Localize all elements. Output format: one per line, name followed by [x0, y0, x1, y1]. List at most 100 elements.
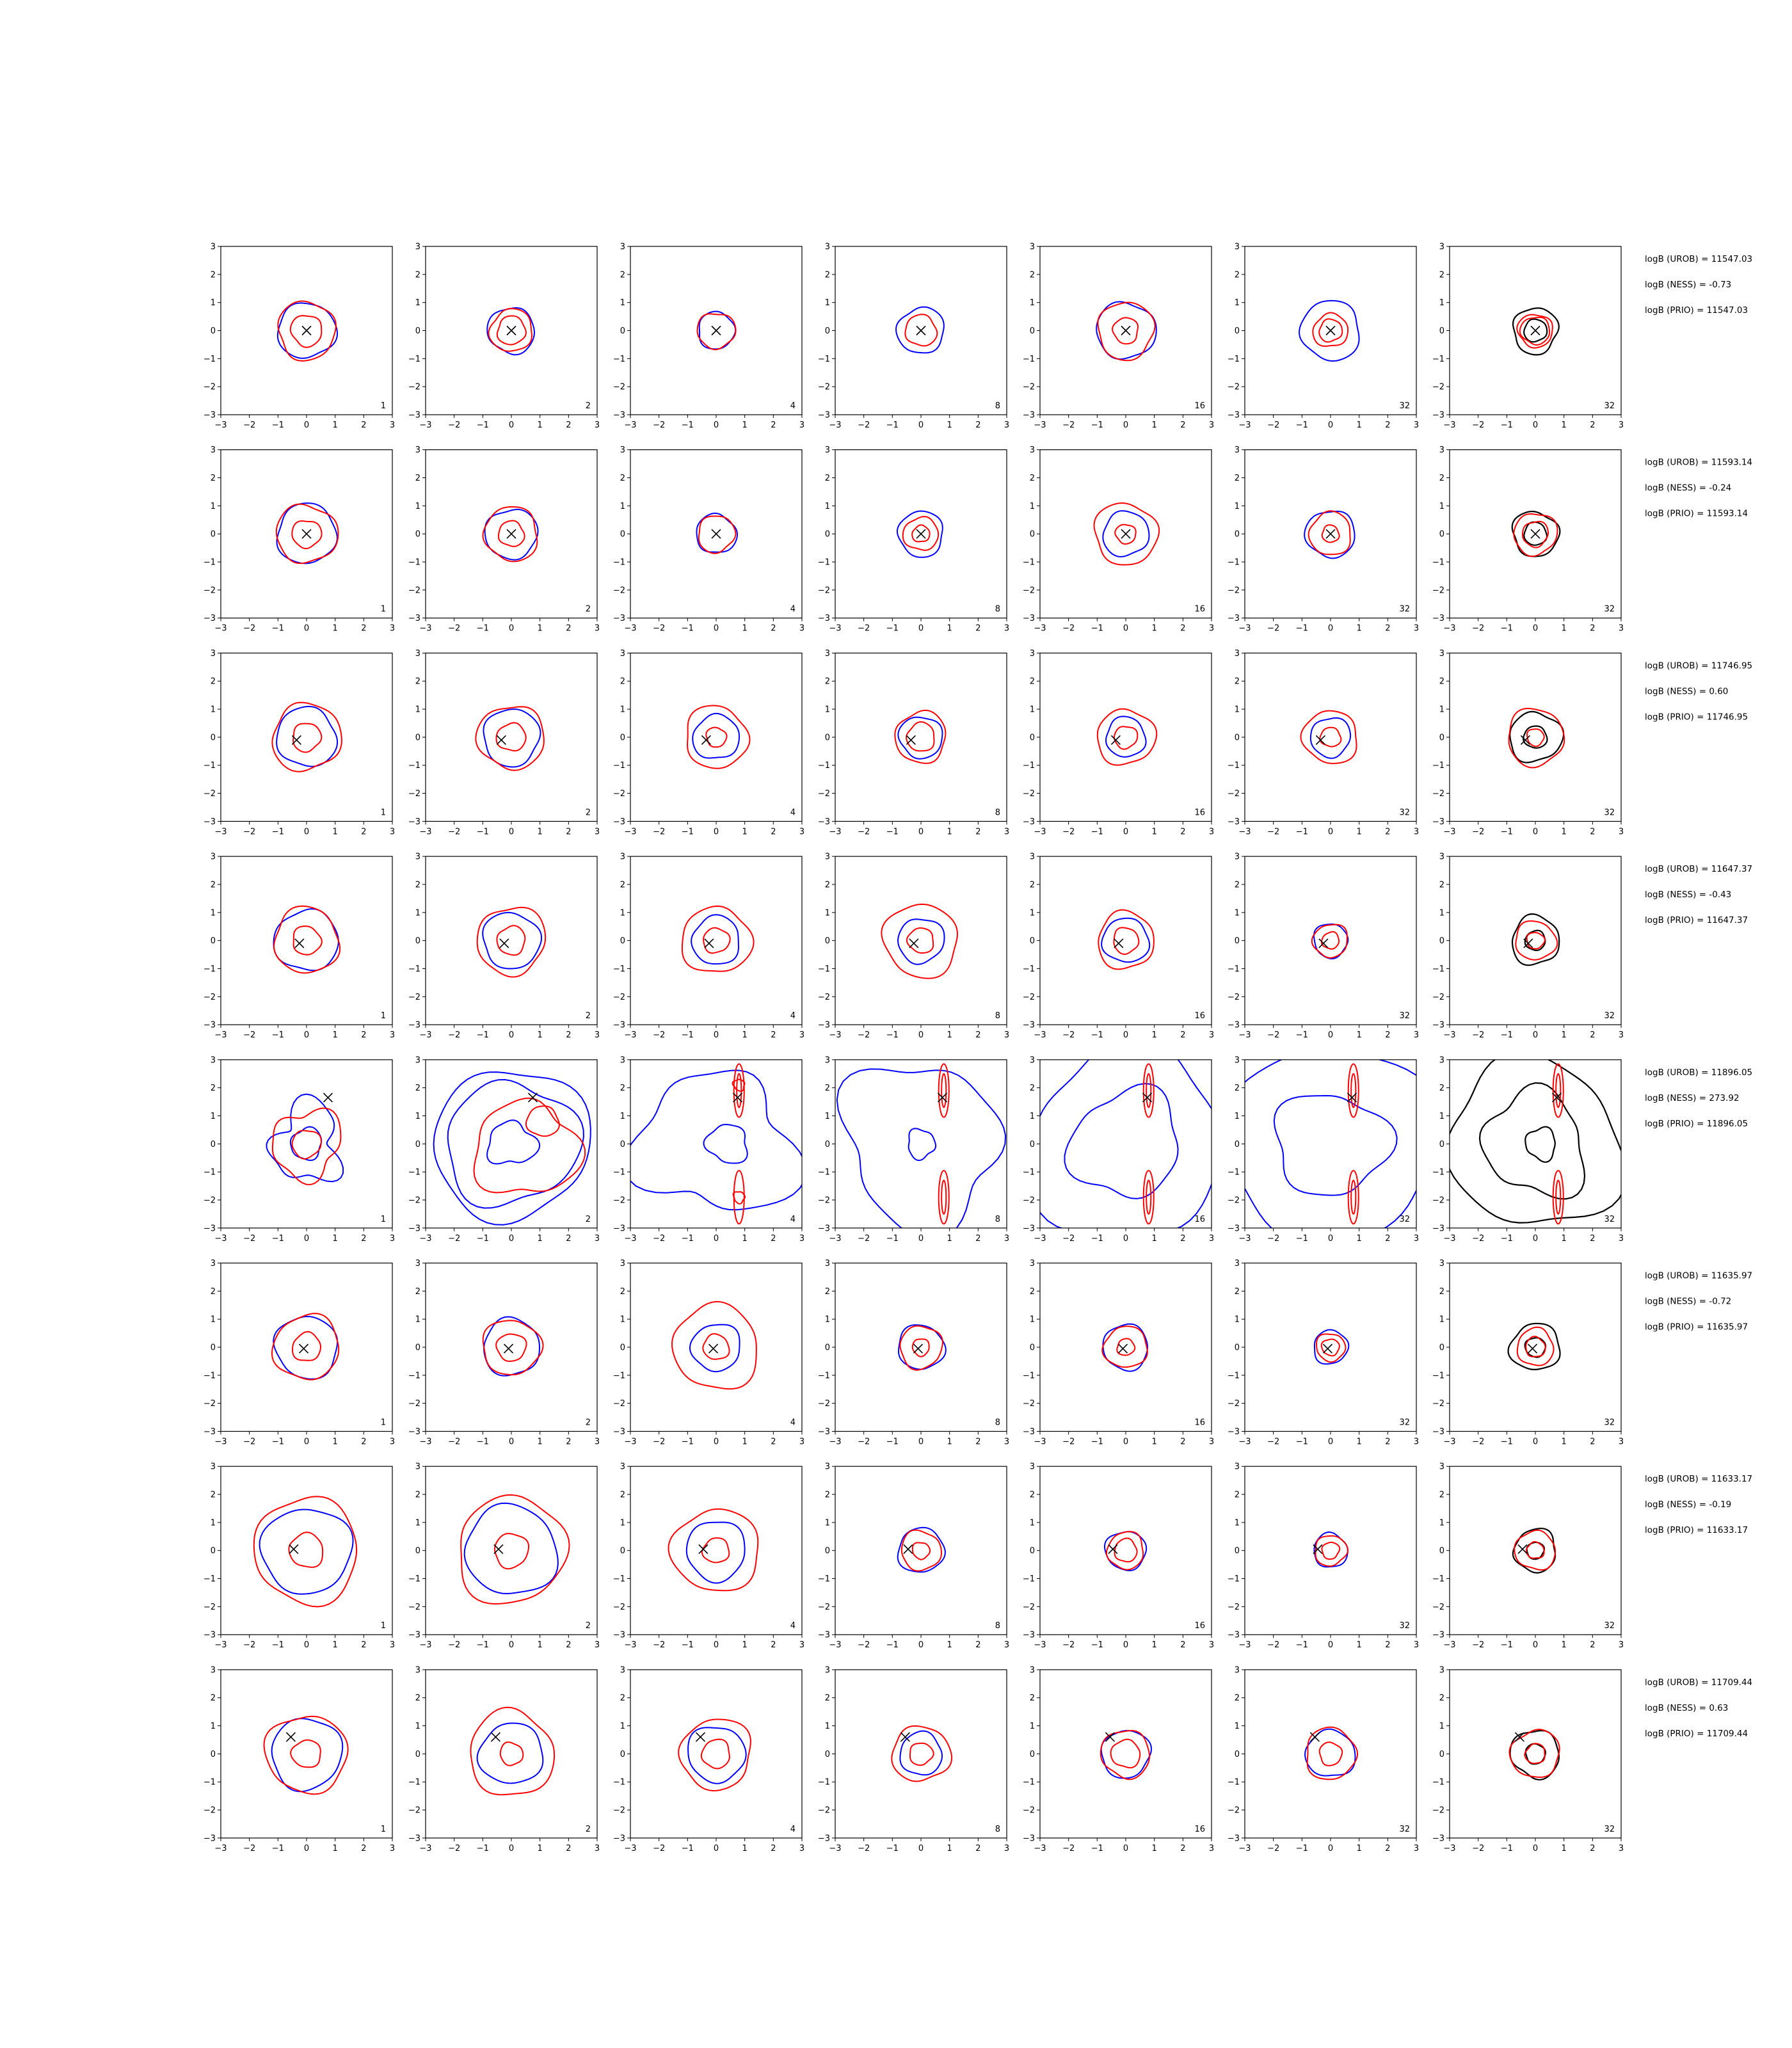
blue-contour [691, 914, 740, 965]
x-tick-label: −3 [829, 420, 841, 430]
x-tick-label: 3 [595, 1437, 600, 1447]
panel-index: 2 [586, 1011, 591, 1021]
x-tick-label: 0 [714, 420, 719, 430]
y-tick-label: 0 [1030, 1140, 1035, 1149]
x-tick-label: −2 [1062, 1030, 1075, 1040]
y-tick-label: −1 [1228, 558, 1240, 568]
y-tick-label: 1 [1030, 1112, 1035, 1121]
x-tick-label: 2 [1590, 420, 1595, 430]
x-tick-label: 1 [742, 1437, 748, 1447]
x-tick-label: 2 [361, 420, 366, 430]
blue-contour [1313, 1329, 1350, 1365]
y-tick-label: −1 [613, 1778, 625, 1788]
x-tick-label: −1 [1091, 827, 1103, 836]
panel-index: 32 [1604, 1621, 1615, 1631]
y-tick-label: 2 [415, 1491, 420, 1500]
x-tick-label: 1 [1152, 1030, 1157, 1040]
axes-frame [1244, 1059, 1417, 1229]
y-tick-label: −1 [408, 1778, 420, 1788]
x-tick-label: −2 [1267, 1030, 1279, 1040]
y-tick-label: −1 [1023, 1371, 1035, 1380]
x-tick-label: 3 [390, 1030, 395, 1040]
x-tick-label: 2 [566, 1437, 571, 1447]
x-tick-label: 3 [595, 1640, 600, 1650]
y-tick-label: 1 [825, 1112, 830, 1121]
x-tick-label: 3 [390, 1844, 395, 1853]
y-tick-label: −1 [1023, 355, 1035, 364]
x-tick-label: 0 [509, 420, 514, 430]
x-tick-label: 1 [742, 420, 748, 430]
y-tick-label: 0 [620, 1140, 625, 1149]
x-tick-label: 0 [1533, 1640, 1538, 1650]
blue-contour [1101, 917, 1151, 963]
y-tick-label: −1 [204, 1371, 216, 1380]
y-tick-label: −3 [1023, 614, 1035, 623]
red-ellipse [1146, 1180, 1152, 1215]
x-tick-label: −2 [858, 624, 870, 634]
y-tick-label: 0 [415, 326, 420, 336]
y-tick-label: 2 [825, 1084, 830, 1093]
x-tick-label: 1 [947, 624, 952, 634]
y-tick-label: −3 [408, 1224, 420, 1233]
y-tick-label: −3 [1228, 1631, 1240, 1640]
red-contour [687, 705, 751, 769]
x-tick-label: −3 [1443, 1437, 1455, 1447]
x-tick-label: 2 [1590, 1437, 1595, 1447]
red-contour [1113, 726, 1139, 750]
contour-layer [1512, 307, 1560, 356]
y-tick-label: 2 [1030, 1084, 1035, 1093]
y-tick-label: 2 [1235, 270, 1240, 280]
x-tick-label: −3 [214, 1640, 227, 1650]
y-tick-label: −3 [1432, 1427, 1444, 1437]
black-contour [1478, 1082, 1586, 1200]
x-tick-label: −3 [1034, 1437, 1046, 1447]
y-tick-label: 1 [1439, 1722, 1444, 1731]
panel-index: 8 [995, 1621, 1000, 1631]
y-tick-label: 3 [415, 1259, 420, 1268]
y-tick-label: −3 [818, 1224, 830, 1233]
y-tick-label: 3 [825, 445, 830, 455]
x-tick-label: −1 [1296, 624, 1308, 634]
panel-r5-c4: −3−3 −2 −2 −1 −1 0 0 1 1 2 2 3 3 8 [818, 1055, 1009, 1244]
x-tick-label: −3 [419, 624, 431, 634]
y-tick-label: −2 [204, 789, 216, 799]
y-tick-label: −1 [1432, 1574, 1444, 1584]
x-tick-label: −2 [448, 1844, 460, 1853]
y-tick-label: 2 [1030, 270, 1035, 280]
y-tick-label: 0 [415, 1750, 420, 1759]
y-tick-label: −2 [408, 1806, 420, 1816]
x-tick-label: 2 [771, 624, 776, 634]
x-tick-label: 1 [1562, 1234, 1567, 1244]
y-tick-label: 3 [620, 243, 625, 252]
blue-contour [433, 1071, 591, 1226]
y-tick-label: 1 [1235, 1315, 1240, 1325]
y-tick-label: 2 [825, 677, 830, 687]
x-tick-label: −3 [829, 827, 841, 836]
blue-contour [1100, 1730, 1153, 1779]
x-tick-label: −2 [243, 1640, 255, 1650]
y-tick-label: 0 [1235, 1140, 1240, 1149]
x-tick-label: −3 [1238, 420, 1251, 430]
logB-label: logB (UROB) = 11635.97 [1645, 1271, 1752, 1281]
panel-r1-c7: −3−3 −2 −2 −1 −1 0 0 1 1 2 2 3 3 32 [1432, 243, 1624, 431]
x-tick-label: 2 [566, 1640, 571, 1650]
y-tick-label: 0 [1439, 936, 1444, 946]
x-tick-label: −1 [272, 1640, 284, 1650]
y-tick-label: −3 [1432, 411, 1444, 420]
contour-layer [276, 300, 339, 362]
y-tick-label: −3 [1023, 1427, 1035, 1437]
x-tick-label: 1 [1152, 624, 1157, 634]
panel-index: 2 [586, 401, 591, 411]
x-tick-label: 1 [742, 1234, 748, 1244]
y-tick-label: 2 [211, 1287, 216, 1297]
x-tick-label: −2 [858, 1640, 870, 1650]
x-tick-label: −3 [829, 1030, 841, 1040]
panel-r2-c4: −3−3 −2 −2 −1 −1 0 0 1 1 2 2 3 3 8 [818, 445, 1009, 634]
panel-index: 4 [790, 1011, 796, 1021]
x-tick-label: 1 [1152, 420, 1157, 430]
y-tick-label: −1 [1228, 1168, 1240, 1178]
blue-contour [1103, 1531, 1148, 1572]
red-contour [902, 516, 940, 551]
red-contour [292, 925, 323, 956]
true-value-marker [1322, 1343, 1333, 1354]
